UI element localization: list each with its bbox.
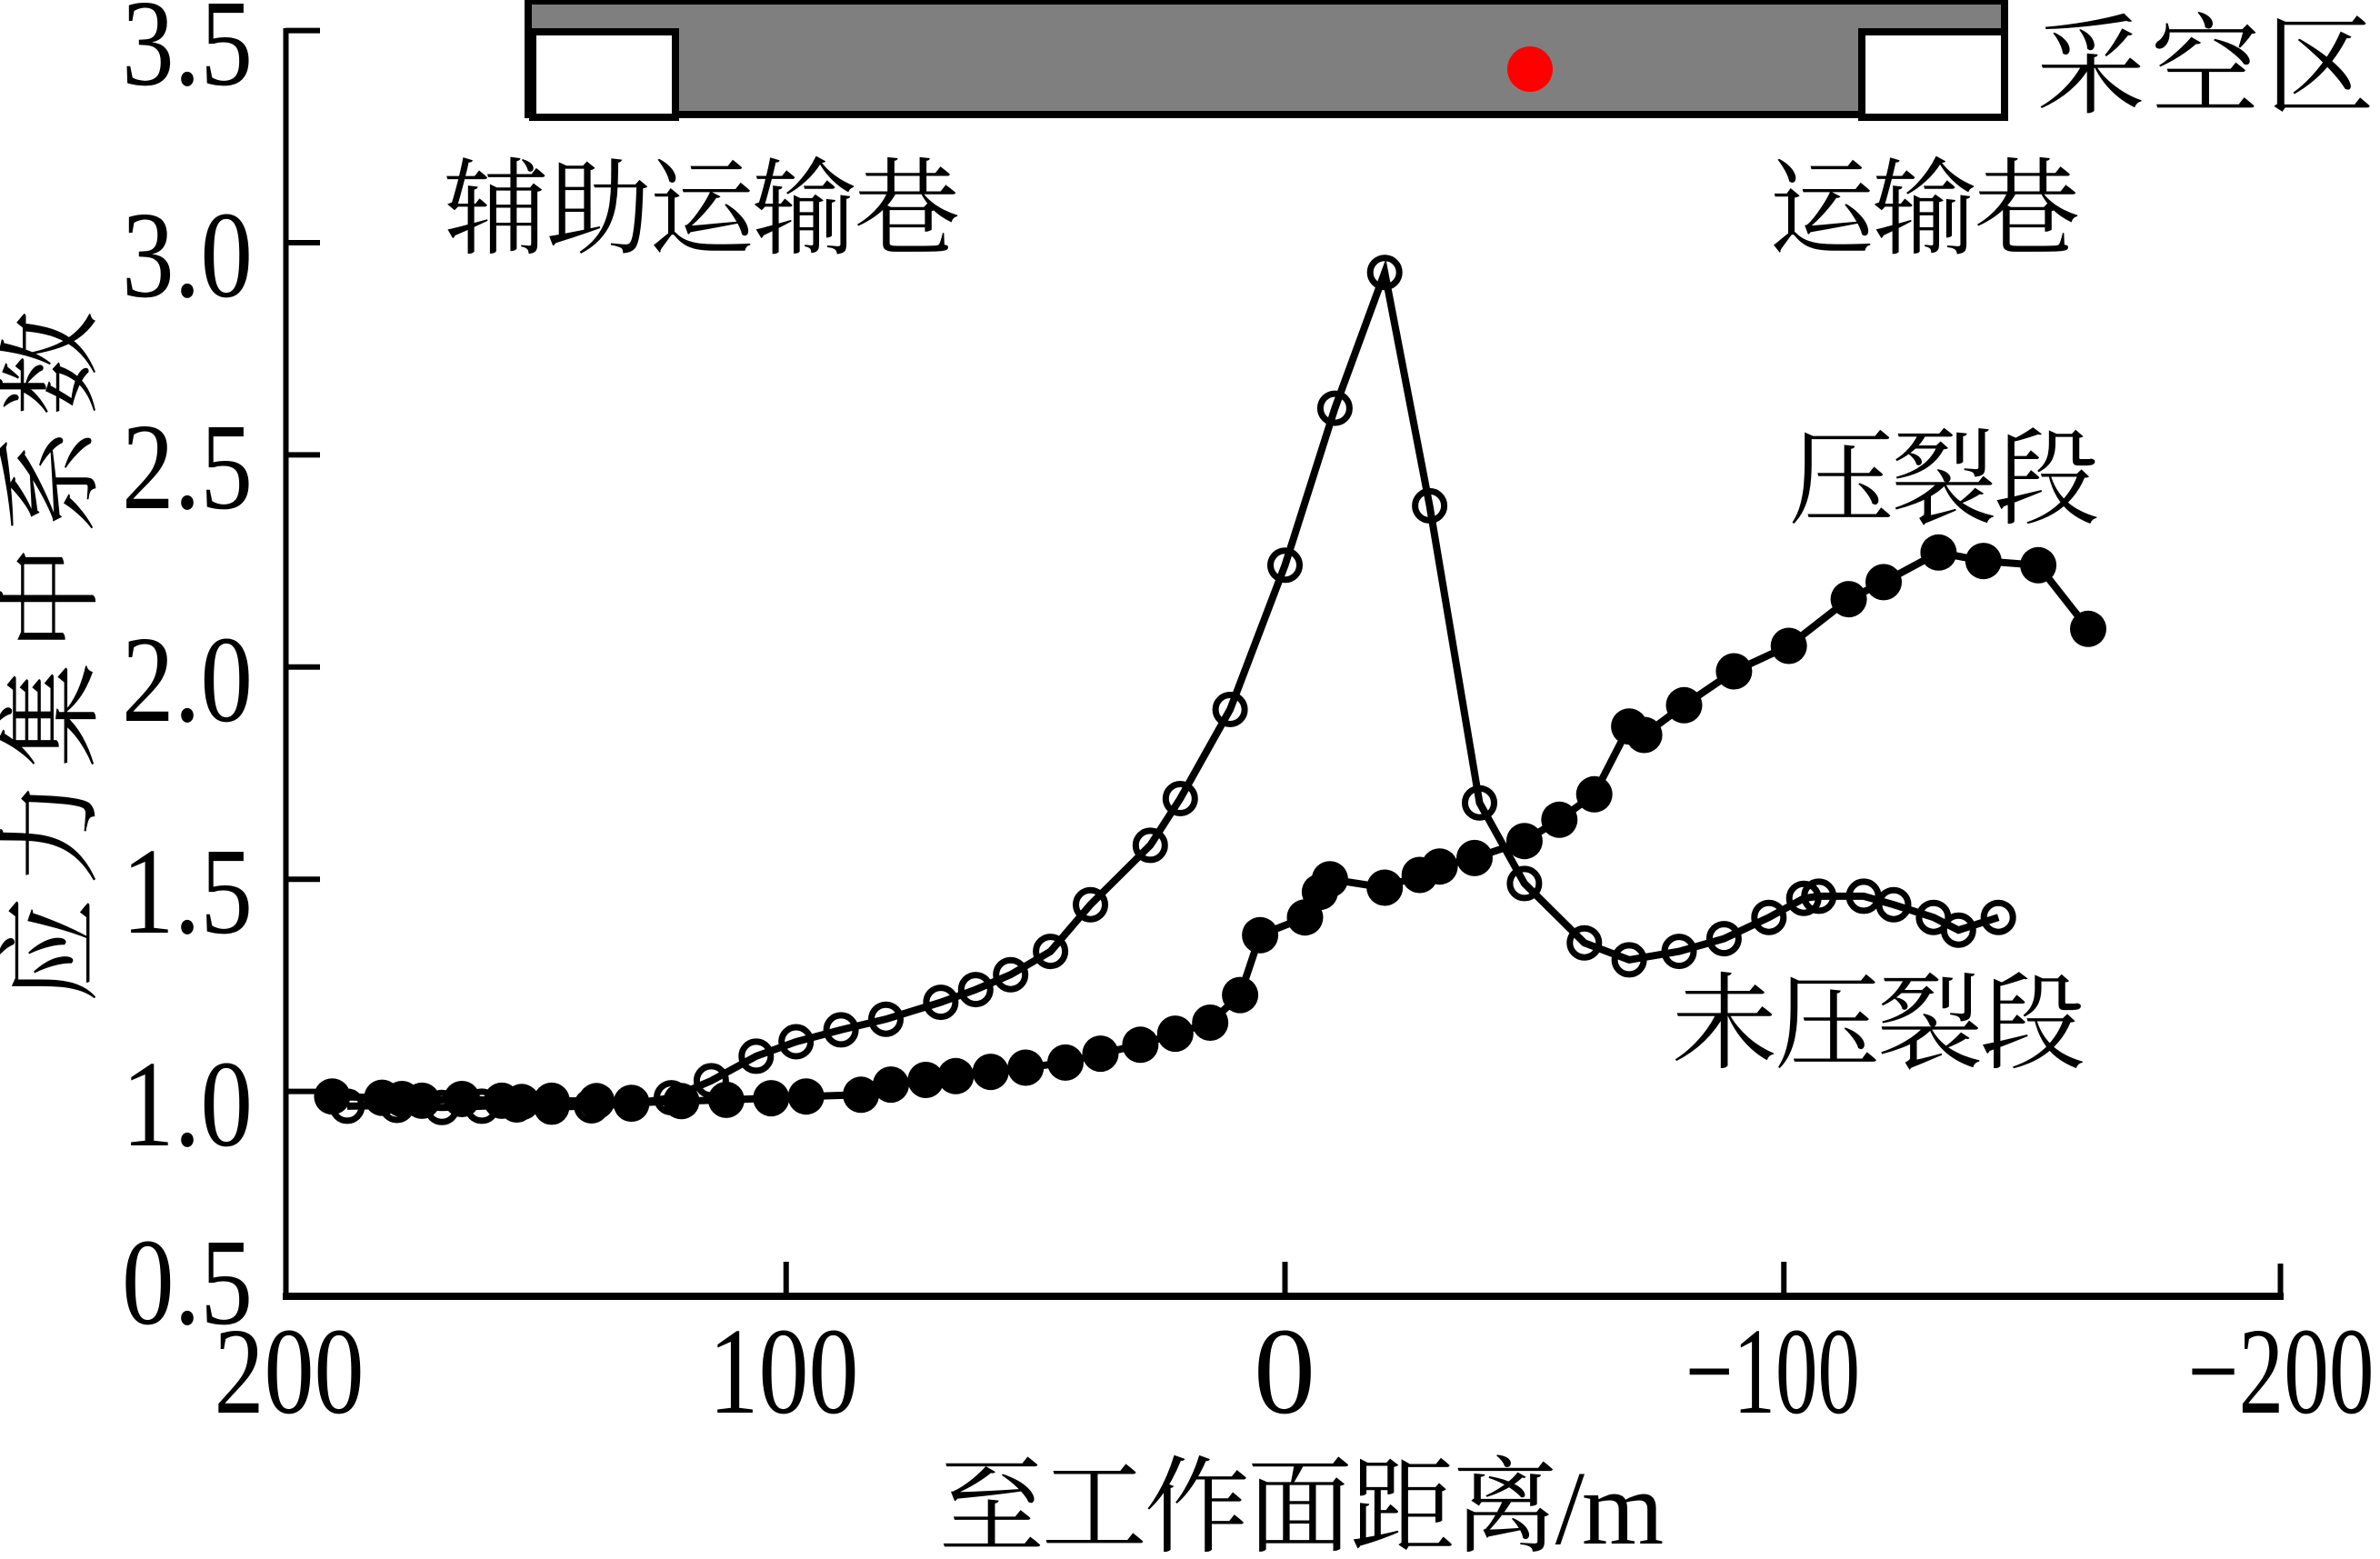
svg-text:应力集中系数: 应力集中系数 (0, 299, 118, 1003)
svg-text:3.5: 3.5 (122, 0, 253, 112)
svg-text:2.5: 2.5 (122, 399, 253, 535)
svg-text:采空区: 采空区 (2036, 0, 2380, 136)
svg-text:辅助运输巷: 辅助运输巷 (444, 125, 958, 276)
svg-text:−100: −100 (1685, 1304, 1860, 1440)
svg-text:2.0: 2.0 (122, 612, 253, 748)
svg-text:−200: −200 (2188, 1304, 2375, 1440)
svg-text:0: 0 (1254, 1304, 1315, 1440)
svg-text:100: 100 (709, 1304, 859, 1440)
svg-text:1.5: 1.5 (122, 824, 253, 960)
svg-text:压裂段: 压裂段 (1789, 395, 2097, 546)
svg-text:运输巷: 运输巷 (1769, 125, 2078, 276)
svg-text:200: 200 (215, 1304, 365, 1440)
svg-text:3.0: 3.0 (122, 187, 253, 324)
svg-text:0.5: 0.5 (122, 1214, 253, 1351)
svg-text:1.0: 1.0 (122, 1036, 253, 1173)
svg-text:至工作面距离/m: 至工作面距离/m (939, 1423, 1663, 1554)
svg-text:未压裂段: 未压裂段 (1672, 939, 2083, 1091)
